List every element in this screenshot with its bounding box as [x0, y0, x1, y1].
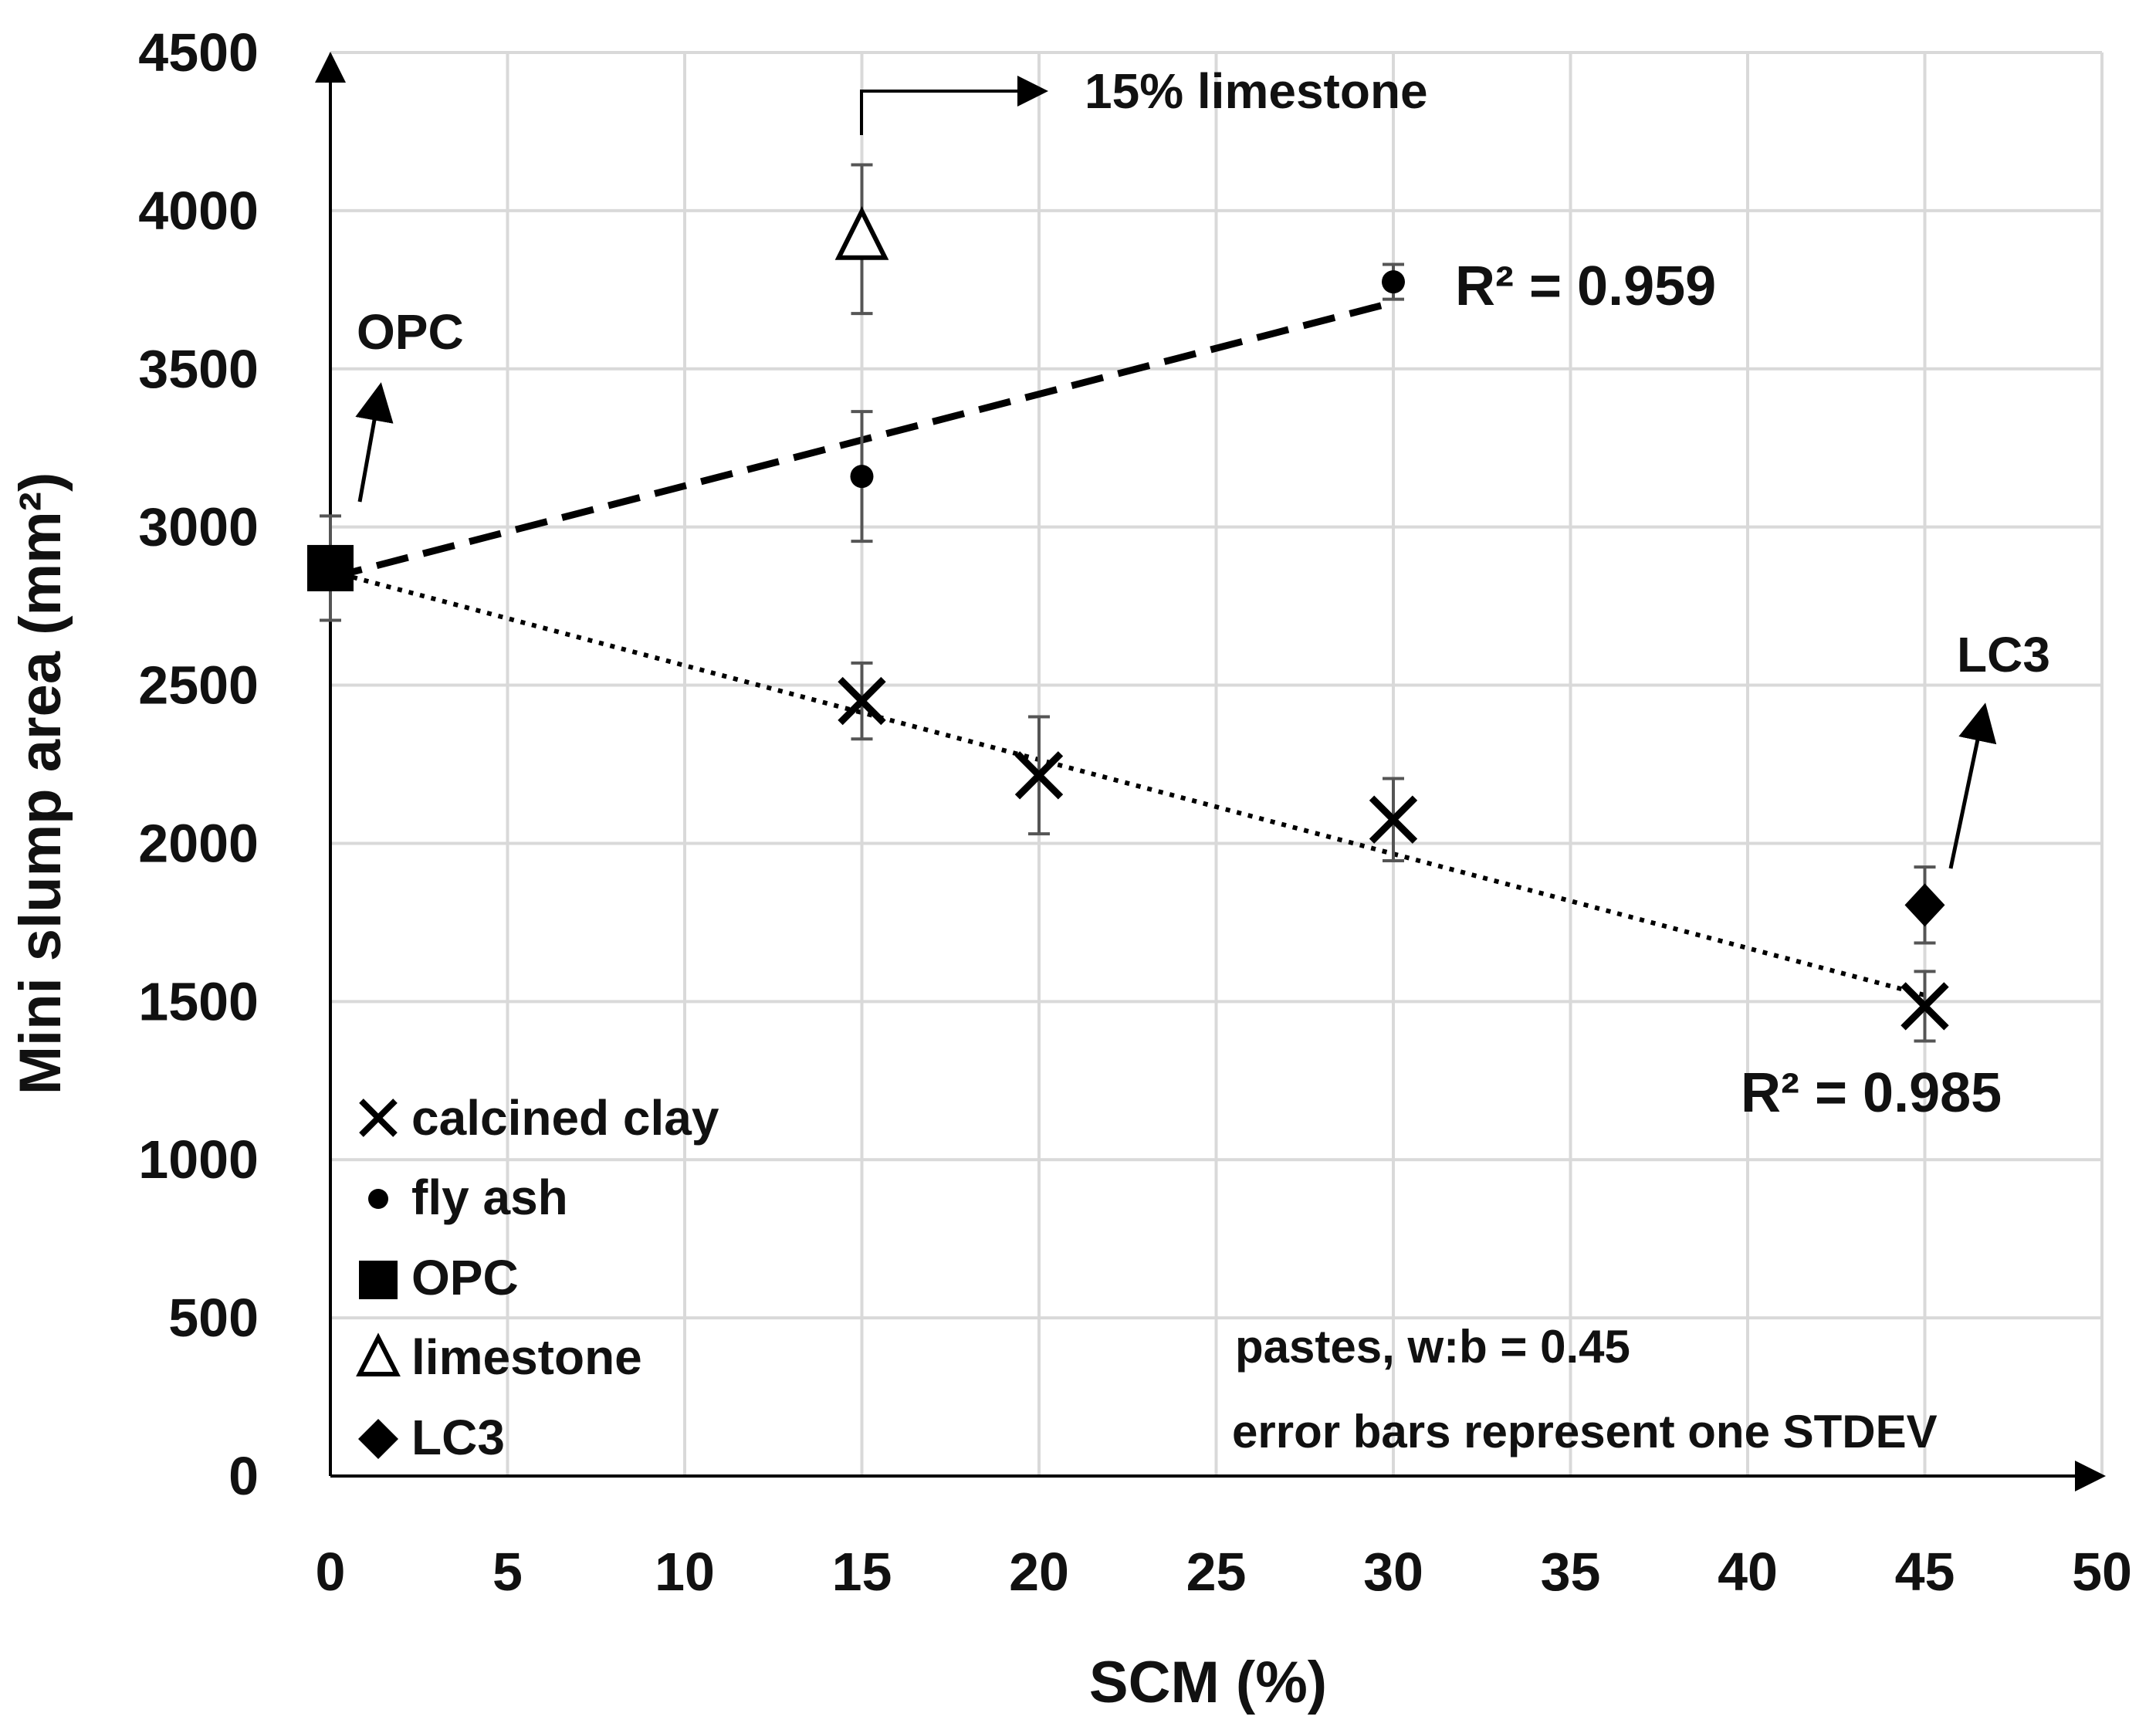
axes [315, 52, 2106, 1491]
y-tick-label: 3000 [138, 497, 259, 557]
y-axis-title: Mini slump area (mm²) [8, 472, 73, 1095]
y-tick-label: 1500 [138, 971, 259, 1031]
legend-item-limestone: limestone [356, 1329, 642, 1385]
point-calcined-clay [1900, 982, 1949, 1031]
annotation-lc3: LC3 [1957, 627, 2050, 682]
x-tick-label: 15 [832, 1542, 892, 1602]
trendline-calcined-clay [330, 569, 1926, 998]
x-tick-label: 20 [1009, 1542, 1069, 1602]
legend-x-marker [359, 1099, 398, 1137]
legend-item-calcined-clay: calcined clay [359, 1090, 719, 1146]
annotation-limestone: 15% limestone [1085, 63, 1428, 119]
x-tick-label: 35 [1541, 1542, 1601, 1602]
point-fly-ash [1382, 270, 1405, 294]
annotations: SCM (%) Mini slump area (mm²) OPC LC3 15… [8, 63, 2050, 1715]
x-axis-title: SCM (%) [1089, 1650, 1327, 1715]
point-limestone [834, 206, 889, 260]
legend-item-opc: OPC [359, 1250, 519, 1305]
point-calcined-clay [838, 676, 886, 726]
legend-label: calcined clay [411, 1090, 719, 1146]
point-calcined-clay [1014, 751, 1064, 800]
y-tick-label: 2000 [138, 813, 259, 873]
note-error-bars: error bars represent one STDEV [1232, 1406, 1938, 1457]
y-tick-label: 0 [228, 1446, 259, 1506]
opc-arrow [355, 382, 394, 503]
legend-label: fly ash [411, 1170, 568, 1225]
annotation-opc: OPC [357, 304, 464, 360]
y-tick-label: 4500 [138, 22, 259, 83]
point-fly-ash [850, 465, 874, 489]
y-tick-label: 3500 [138, 339, 259, 399]
r2-fly-ash: R² = 0.959 [1455, 256, 1716, 317]
x-tick-label: 5 [492, 1542, 523, 1602]
legend-diamond-marker [358, 1419, 398, 1459]
legend: calcined clay fly ash OPC limestone LC3 [356, 1090, 719, 1465]
limestone-arrow [860, 76, 1048, 135]
legend-label: OPC [411, 1250, 519, 1305]
legend-square-marker [359, 1261, 398, 1299]
legend-triangle-marker [356, 1332, 401, 1376]
legend-circle-marker [368, 1189, 388, 1209]
x-tick-label: 45 [1895, 1542, 1955, 1602]
grid [329, 51, 2104, 1478]
legend-item-lc3: LC3 [358, 1410, 505, 1465]
point-opc [307, 544, 354, 591]
point-calcined-clay [1369, 795, 1418, 844]
note-pastes: pastes, w:b = 0.45 [1235, 1321, 1630, 1373]
y-tick-label: 2500 [138, 655, 259, 716]
legend-label: limestone [411, 1329, 642, 1385]
lc3-arrow [1948, 702, 1997, 869]
data-markers [307, 206, 1949, 1031]
legend-item-fly-ash: fly ash [368, 1170, 568, 1225]
y-tick-labels: 0 500 1000 1500 2000 2500 3000 3500 4000 4500 [138, 22, 259, 1506]
y-tick-label: 4000 [138, 181, 259, 241]
x-tick-label: 0 [316, 1542, 346, 1602]
x-tick-label: 30 [1363, 1542, 1423, 1602]
x-tick-label: 25 [1186, 1542, 1247, 1602]
r2-calcined-clay: R² = 0.985 [1741, 1062, 2002, 1124]
y-tick-label: 1000 [138, 1129, 259, 1190]
y-tick-label: 500 [168, 1288, 259, 1348]
x-tick-label: 50 [2072, 1542, 2132, 1602]
x-tick-labels: 0 5 10 15 20 25 30 35 40 45 50 [316, 1542, 2132, 1602]
x-tick-label: 10 [655, 1542, 715, 1602]
legend-label: LC3 [411, 1410, 505, 1465]
trendlines [329, 299, 1926, 998]
point-lc3 [1904, 883, 1945, 927]
x-tick-label: 40 [1718, 1542, 1778, 1602]
